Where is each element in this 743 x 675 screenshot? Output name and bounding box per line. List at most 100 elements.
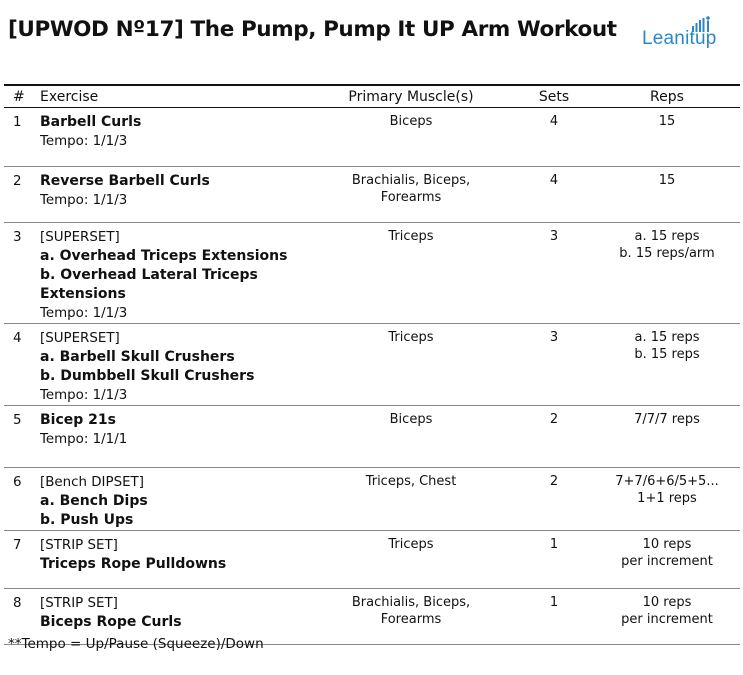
header-reps: Reps: [594, 84, 740, 108]
reps-text: 10 reps: [642, 537, 692, 552]
table-row: 5 Bicep 21s Tempo: 1/1/1 Biceps 2 7/7/7 …: [4, 405, 740, 468]
tempo-text: Tempo: 1/1/3: [40, 388, 128, 403]
table-row: 7 [STRIP SET] Triceps Rope Pulldowns Tri…: [4, 530, 740, 589]
reps-text: 1+1 reps: [637, 491, 697, 506]
exercise-name: a. Overhead Triceps Extensions: [40, 248, 288, 264]
exercise-name: Barbell Curls: [40, 114, 142, 130]
reps-text: per increment: [621, 612, 713, 627]
muscle-text: Forearms: [380, 612, 442, 627]
muscle-text: Triceps: [388, 537, 434, 552]
exercise-cell: [SUPERSET] a. Barbell Skull Crushers b. …: [40, 323, 308, 406]
row-number: 5: [4, 405, 40, 468]
tempo-footnote: **Tempo = Up/Pause (Squeeze)/Down: [8, 636, 264, 652]
muscle-text: Triceps, Chest: [365, 474, 457, 489]
reps-cell: 7/7/7 reps: [594, 405, 740, 468]
reps-text: per increment: [621, 554, 713, 569]
sets-cell: 1: [514, 530, 594, 589]
reps-text: 7+7/6+6/5+5...: [615, 474, 719, 489]
reps-cell: 10 reps per increment: [594, 588, 740, 645]
header-muscle: Primary Muscle(s): [308, 84, 514, 108]
sets-cell: 2: [514, 467, 594, 531]
row-number: 8: [4, 588, 40, 645]
muscle-cell: Triceps: [308, 222, 514, 324]
reps-cell: a. 15 reps b. 15 reps: [594, 323, 740, 406]
reps-text: a. 15 reps: [634, 330, 700, 345]
muscle-text: Biceps: [389, 412, 433, 427]
reps-text: a. 15 reps: [634, 229, 700, 244]
set-type-tag: [SUPERSET]: [40, 230, 120, 245]
exercise-name: Biceps Rope Curls: [40, 614, 182, 630]
row-number: 2: [4, 166, 40, 223]
header-exercise: Exercise: [40, 84, 308, 108]
muscle-text: Brachialis, Biceps,: [351, 595, 471, 610]
exercise-cell: Bicep 21s Tempo: 1/1/1: [40, 405, 308, 468]
exercise-cell: [STRIP SET] Triceps Rope Pulldowns: [40, 530, 308, 589]
set-type-tag: [SUPERSET]: [40, 331, 120, 346]
muscle-cell: Triceps, Chest: [308, 467, 514, 531]
muscle-text: Brachialis, Biceps,: [351, 173, 471, 188]
table-row: 6 [Bench DIPSET] a. Bench Dips b. Push U…: [4, 467, 740, 531]
reps-text: 10 reps: [642, 595, 692, 610]
muscle-cell: Biceps: [308, 405, 514, 468]
exercise-name: b. Overhead Lateral Triceps Extensions: [40, 267, 258, 302]
sets-cell: 2: [514, 405, 594, 468]
sets-cell: 3: [514, 222, 594, 324]
sets-cell: 4: [514, 107, 594, 167]
workout-table: # Exercise Primary Muscle(s) Sets Reps 1…: [4, 84, 740, 645]
exercise-name: a. Bench Dips: [40, 493, 148, 509]
sets-cell: 3: [514, 323, 594, 406]
sets-cell: 4: [514, 166, 594, 223]
muscle-cell: Triceps: [308, 530, 514, 589]
set-type-tag: [STRIP SET]: [40, 596, 118, 611]
exercise-cell: [SUPERSET] a. Overhead Triceps Extension…: [40, 222, 308, 324]
reps-text: 7/7/7 reps: [634, 412, 700, 427]
muscle-text: Triceps: [388, 229, 434, 244]
exercise-name: Triceps Rope Pulldowns: [40, 556, 227, 572]
row-number: 7: [4, 530, 40, 589]
exercise-cell: [STRIP SET] Biceps Rope Curls: [40, 588, 308, 645]
reps-cell: 7+7/6+6/5+5... 1+1 reps: [594, 467, 740, 531]
reps-cell: a. 15 reps b. 15 reps/arm: [594, 222, 740, 324]
exercise-cell: Barbell Curls Tempo: 1/1/3: [40, 107, 308, 167]
muscle-text: Biceps: [389, 114, 433, 129]
reps-text: b. 15 reps: [634, 347, 700, 362]
muscle-cell: Brachialis, Biceps, Forearms: [308, 166, 514, 223]
page-title: [UPWOD Nº17] The Pump, Pump It UP Arm Wo…: [8, 17, 617, 42]
reps-cell: 10 reps per increment: [594, 530, 740, 589]
tempo-text: Tempo: 1/1/3: [40, 193, 128, 208]
row-number: 3: [4, 222, 40, 324]
exercise-name: b. Dumbbell Skull Crushers: [40, 368, 255, 384]
exercise-cell: [Bench DIPSET] a. Bench Dips b. Push Ups: [40, 467, 308, 531]
table-row: 1 Barbell Curls Tempo: 1/1/3 Biceps 4 15: [4, 107, 740, 167]
reps-text: 15: [658, 173, 676, 188]
muscle-text: Forearms: [380, 190, 442, 205]
muscle-cell: Brachialis, Biceps, Forearms: [308, 588, 514, 645]
row-number: 4: [4, 323, 40, 406]
header-num: #: [4, 84, 40, 108]
bar-chart-person-icon: [692, 16, 710, 32]
logo-text: Leanitup: [642, 28, 717, 49]
reps-text: 15: [658, 114, 676, 129]
exercise-name: Bicep 21s: [40, 412, 116, 428]
set-type-tag: [Bench DIPSET]: [40, 475, 144, 490]
row-number: 1: [4, 107, 40, 167]
reps-cell: 15: [594, 166, 740, 223]
sets-cell: 1: [514, 588, 594, 645]
header-sets: Sets: [514, 84, 594, 108]
muscle-text: Triceps: [388, 330, 434, 345]
muscle-cell: Triceps: [308, 323, 514, 406]
reps-text: b. 15 reps/arm: [619, 246, 715, 261]
exercise-name: Reverse Barbell Curls: [40, 173, 210, 189]
muscle-cell: Biceps: [308, 107, 514, 167]
row-number: 6: [4, 467, 40, 531]
exercise-cell: Reverse Barbell Curls Tempo: 1/1/3: [40, 166, 308, 223]
exercise-name: b. Push Ups: [40, 512, 134, 528]
table-row: 3 [SUPERSET] a. Overhead Triceps Extensi…: [4, 222, 740, 324]
reps-cell: 15: [594, 107, 740, 167]
tempo-text: Tempo: 1/1/3: [40, 134, 128, 149]
set-type-tag: [STRIP SET]: [40, 538, 118, 553]
leanitup-logo: Leanitup: [640, 14, 740, 50]
tempo-text: Tempo: 1/1/3: [40, 306, 128, 321]
table-row: 4 [SUPERSET] a. Barbell Skull Crushers b…: [4, 323, 740, 406]
table-row: 8 [STRIP SET] Biceps Rope Curls Brachial…: [4, 588, 740, 645]
